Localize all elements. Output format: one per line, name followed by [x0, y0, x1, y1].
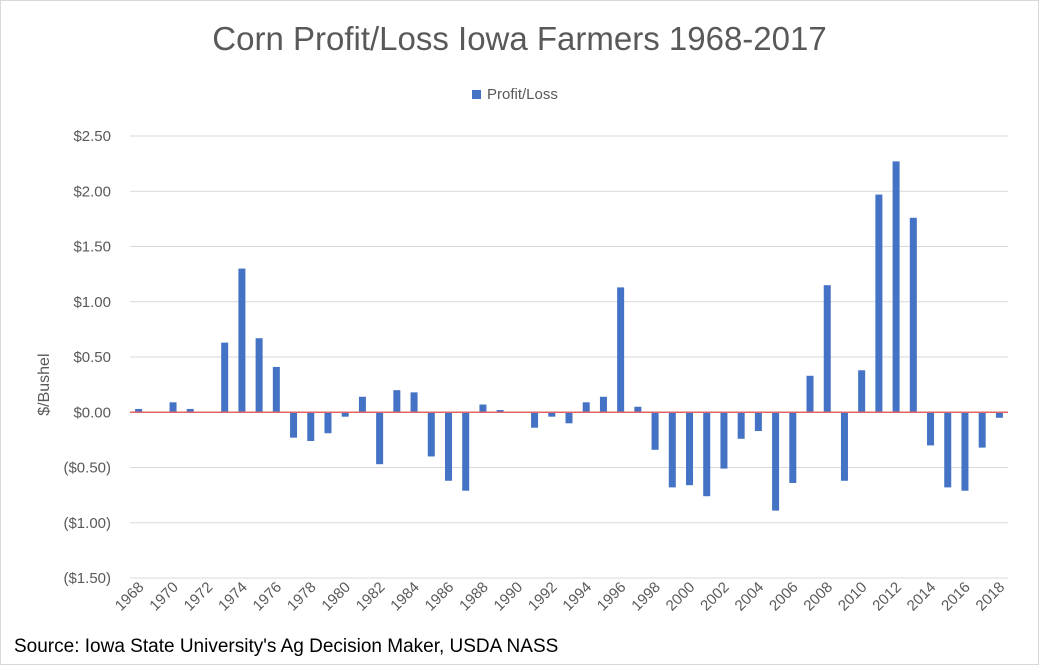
x-tick-label: 1974 [215, 579, 251, 615]
bar-1986 [444, 412, 452, 481]
bar-2004 [754, 412, 762, 432]
x-tick-label: 1978 [284, 579, 320, 615]
y-tick-label: ($1.50) [63, 570, 111, 587]
bar-1999 [668, 412, 676, 488]
bar-2000 [686, 412, 694, 486]
x-tick-label: 1992 [525, 579, 561, 615]
bar-2001 [703, 412, 711, 497]
x-tick-label: 1984 [387, 579, 423, 615]
bar-1994 [582, 402, 590, 413]
bar-1973 [221, 342, 229, 413]
bar-1996 [617, 287, 625, 413]
x-tick-label: 1968 [112, 579, 148, 615]
y-tick-label: $1.00 [73, 294, 111, 311]
bar-2006 [789, 412, 797, 483]
x-tick-label: 2018 [973, 579, 1009, 615]
bar-1995 [599, 396, 607, 413]
x-tick-label: 2004 [732, 579, 768, 615]
x-tick-label: 2010 [835, 579, 871, 615]
x-tick-label: 1976 [250, 579, 286, 615]
bar-2017 [978, 412, 986, 448]
bar-2015 [944, 412, 952, 488]
bar-1970 [169, 402, 177, 413]
bar-1983 [393, 390, 401, 413]
bar-1988 [479, 404, 487, 413]
legend: Profit/Loss [472, 86, 558, 103]
bar-2003 [737, 412, 745, 439]
bar-2008 [823, 285, 831, 413]
x-tick-label: 1982 [353, 579, 389, 615]
y-tick-label: $0.50 [73, 349, 111, 366]
y-tick-label: $1.50 [73, 239, 111, 256]
bar-1977 [290, 412, 298, 438]
bar-1998 [651, 412, 659, 450]
bar-2012 [892, 161, 900, 413]
bar-1992 [548, 412, 556, 417]
x-tick-label: 1988 [456, 579, 492, 615]
bar-2014 [927, 412, 935, 446]
bar-1978 [307, 412, 315, 441]
bar-1981 [358, 396, 366, 413]
bar-1997 [634, 406, 642, 413]
x-tick-label: 1970 [146, 579, 182, 615]
y-tick-label: $2.50 [73, 128, 111, 145]
bar-1975 [255, 338, 263, 413]
bar-1991 [531, 412, 539, 428]
y-tick-label: $0.00 [73, 404, 111, 421]
bar-1987 [462, 412, 470, 491]
bar-1971 [186, 408, 194, 413]
x-tick-label: 1996 [594, 579, 630, 615]
bar-1968 [135, 408, 143, 413]
bar-2016 [961, 412, 969, 491]
x-tick-label: 1994 [559, 579, 595, 615]
bar-2007 [806, 375, 814, 413]
bar-2005 [772, 412, 780, 511]
x-tick-label: 1972 [181, 579, 217, 615]
bar-2009 [840, 412, 848, 481]
source-note: Source: Iowa State University's Ag Decis… [14, 636, 559, 657]
x-tick-label: 2000 [663, 579, 699, 615]
bar-1993 [565, 412, 573, 424]
bar-1974 [238, 268, 246, 413]
chart-title: Corn Profit/Loss Iowa Farmers 1968-2017 [212, 20, 827, 57]
bar-2002 [720, 412, 728, 469]
x-tick-label: 1998 [628, 579, 664, 615]
y-tick-label: ($0.50) [63, 460, 111, 477]
x-tick-label: 1980 [318, 579, 354, 615]
x-tick-label: 2012 [869, 579, 905, 615]
x-tick-label: 1990 [491, 579, 527, 615]
bar-2010 [858, 370, 866, 413]
x-tick-label: 2002 [697, 579, 733, 615]
x-tick-label: 2006 [766, 579, 802, 615]
bar-1979 [324, 412, 332, 434]
bar-1976 [272, 366, 280, 413]
x-tick-label: 1986 [422, 579, 458, 615]
y-tick-label: ($1.00) [63, 515, 111, 532]
bar-1982 [376, 412, 384, 465]
bar-2013 [909, 217, 917, 413]
bar-1984 [410, 392, 418, 413]
bar-2018 [995, 412, 1003, 418]
legend-label: Profit/Loss [487, 86, 558, 103]
legend-swatch [472, 90, 481, 99]
y-tick-label: $2.00 [73, 183, 111, 200]
x-tick-label: 2014 [904, 579, 940, 615]
bar-1985 [427, 412, 435, 457]
y-axis-label: $/Bushel [36, 353, 53, 415]
x-tick-label: 2008 [800, 579, 836, 615]
bar-1989 [496, 410, 504, 413]
bar-2011 [875, 194, 883, 413]
x-tick-label: 2016 [938, 579, 974, 615]
bar-1980 [341, 412, 349, 417]
